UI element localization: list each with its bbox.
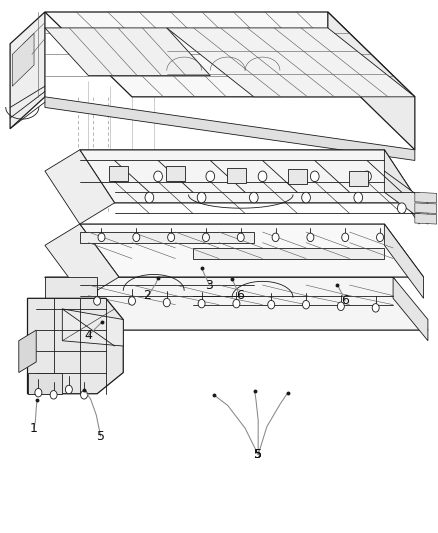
Polygon shape: [385, 224, 424, 298]
Text: 5: 5: [254, 448, 262, 461]
Circle shape: [377, 233, 384, 241]
Polygon shape: [19, 330, 36, 373]
Polygon shape: [385, 171, 428, 224]
Circle shape: [258, 171, 267, 182]
Text: 4: 4: [85, 329, 92, 342]
Circle shape: [163, 298, 170, 307]
Text: 5: 5: [254, 448, 262, 461]
Circle shape: [302, 192, 311, 203]
Polygon shape: [193, 248, 385, 259]
Polygon shape: [415, 203, 437, 214]
Text: 6: 6: [236, 289, 244, 302]
Polygon shape: [45, 12, 415, 97]
Circle shape: [307, 233, 314, 241]
Polygon shape: [415, 214, 437, 224]
Circle shape: [363, 171, 371, 182]
Polygon shape: [28, 298, 123, 394]
Bar: [288, 169, 307, 184]
Circle shape: [206, 171, 215, 182]
Text: 1: 1: [30, 422, 38, 435]
Circle shape: [35, 389, 42, 397]
Bar: [349, 171, 368, 186]
Circle shape: [342, 233, 349, 241]
Text: 5: 5: [97, 430, 105, 443]
Polygon shape: [393, 277, 428, 341]
Bar: [166, 166, 185, 181]
Circle shape: [372, 304, 379, 312]
Circle shape: [168, 233, 175, 241]
Bar: [110, 166, 128, 181]
Polygon shape: [62, 309, 123, 346]
Circle shape: [337, 302, 344, 311]
Bar: [227, 168, 246, 183]
Circle shape: [94, 297, 101, 305]
Circle shape: [65, 385, 72, 394]
Circle shape: [81, 391, 88, 399]
Circle shape: [110, 171, 119, 182]
Polygon shape: [80, 150, 419, 203]
Circle shape: [233, 300, 240, 308]
Polygon shape: [45, 277, 97, 330]
Polygon shape: [385, 150, 419, 224]
Circle shape: [250, 192, 258, 203]
Polygon shape: [28, 373, 62, 394]
Polygon shape: [45, 28, 210, 76]
Circle shape: [311, 171, 319, 182]
Polygon shape: [415, 192, 437, 203]
Circle shape: [98, 233, 105, 241]
Circle shape: [154, 171, 162, 182]
Circle shape: [128, 297, 135, 305]
Polygon shape: [80, 224, 424, 277]
Polygon shape: [45, 150, 115, 224]
Circle shape: [237, 233, 244, 241]
Circle shape: [198, 300, 205, 308]
Circle shape: [272, 233, 279, 241]
Circle shape: [197, 192, 206, 203]
Polygon shape: [328, 12, 415, 150]
Polygon shape: [167, 28, 415, 97]
Circle shape: [397, 203, 406, 214]
Polygon shape: [45, 224, 119, 298]
Text: 3: 3: [205, 279, 213, 292]
Circle shape: [202, 233, 209, 241]
Circle shape: [145, 192, 154, 203]
Circle shape: [268, 301, 275, 309]
Polygon shape: [45, 277, 428, 330]
Text: 6: 6: [341, 294, 349, 307]
Circle shape: [303, 301, 310, 309]
Circle shape: [133, 233, 140, 241]
Circle shape: [354, 192, 363, 203]
Polygon shape: [10, 12, 45, 128]
Text: 5: 5: [254, 448, 262, 461]
Text: 2: 2: [143, 289, 151, 302]
Polygon shape: [45, 97, 415, 160]
Circle shape: [50, 391, 57, 399]
Polygon shape: [80, 232, 254, 243]
Polygon shape: [12, 33, 34, 86]
